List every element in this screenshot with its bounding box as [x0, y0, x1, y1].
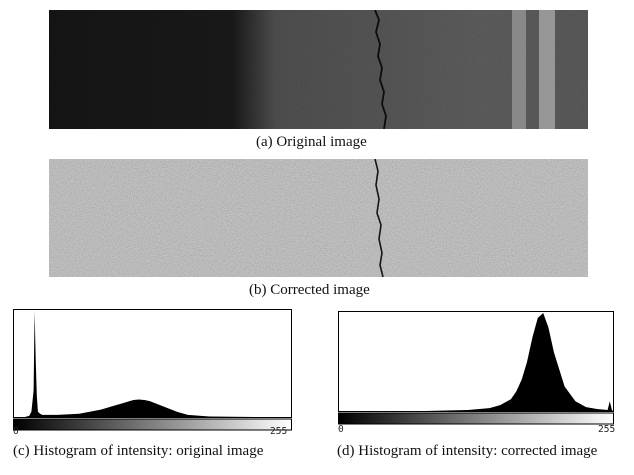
intensity-colorbar	[13, 418, 292, 431]
histogram-corrected	[338, 311, 614, 434]
histogram-original	[13, 309, 292, 434]
original-image	[49, 10, 588, 129]
x-tick-max: 255	[270, 426, 288, 437]
x-tick-min: 0	[338, 424, 344, 435]
caption-a: (a) Original image	[256, 134, 367, 150]
caption-d: (d) Histogram of intensity: corrected im…	[337, 443, 598, 459]
plot-frame	[13, 309, 292, 418]
x-tick-max: 255	[598, 424, 616, 435]
x-tick-min: 0	[13, 426, 19, 437]
caption-b: (b) Corrected image	[249, 282, 370, 298]
intensity-colorbar	[338, 412, 614, 425]
corrected-image	[49, 159, 588, 277]
caption-c: (c) Histogram of intensity: original ima…	[13, 443, 264, 459]
histogram-area	[339, 313, 613, 411]
plot-frame	[338, 311, 614, 412]
